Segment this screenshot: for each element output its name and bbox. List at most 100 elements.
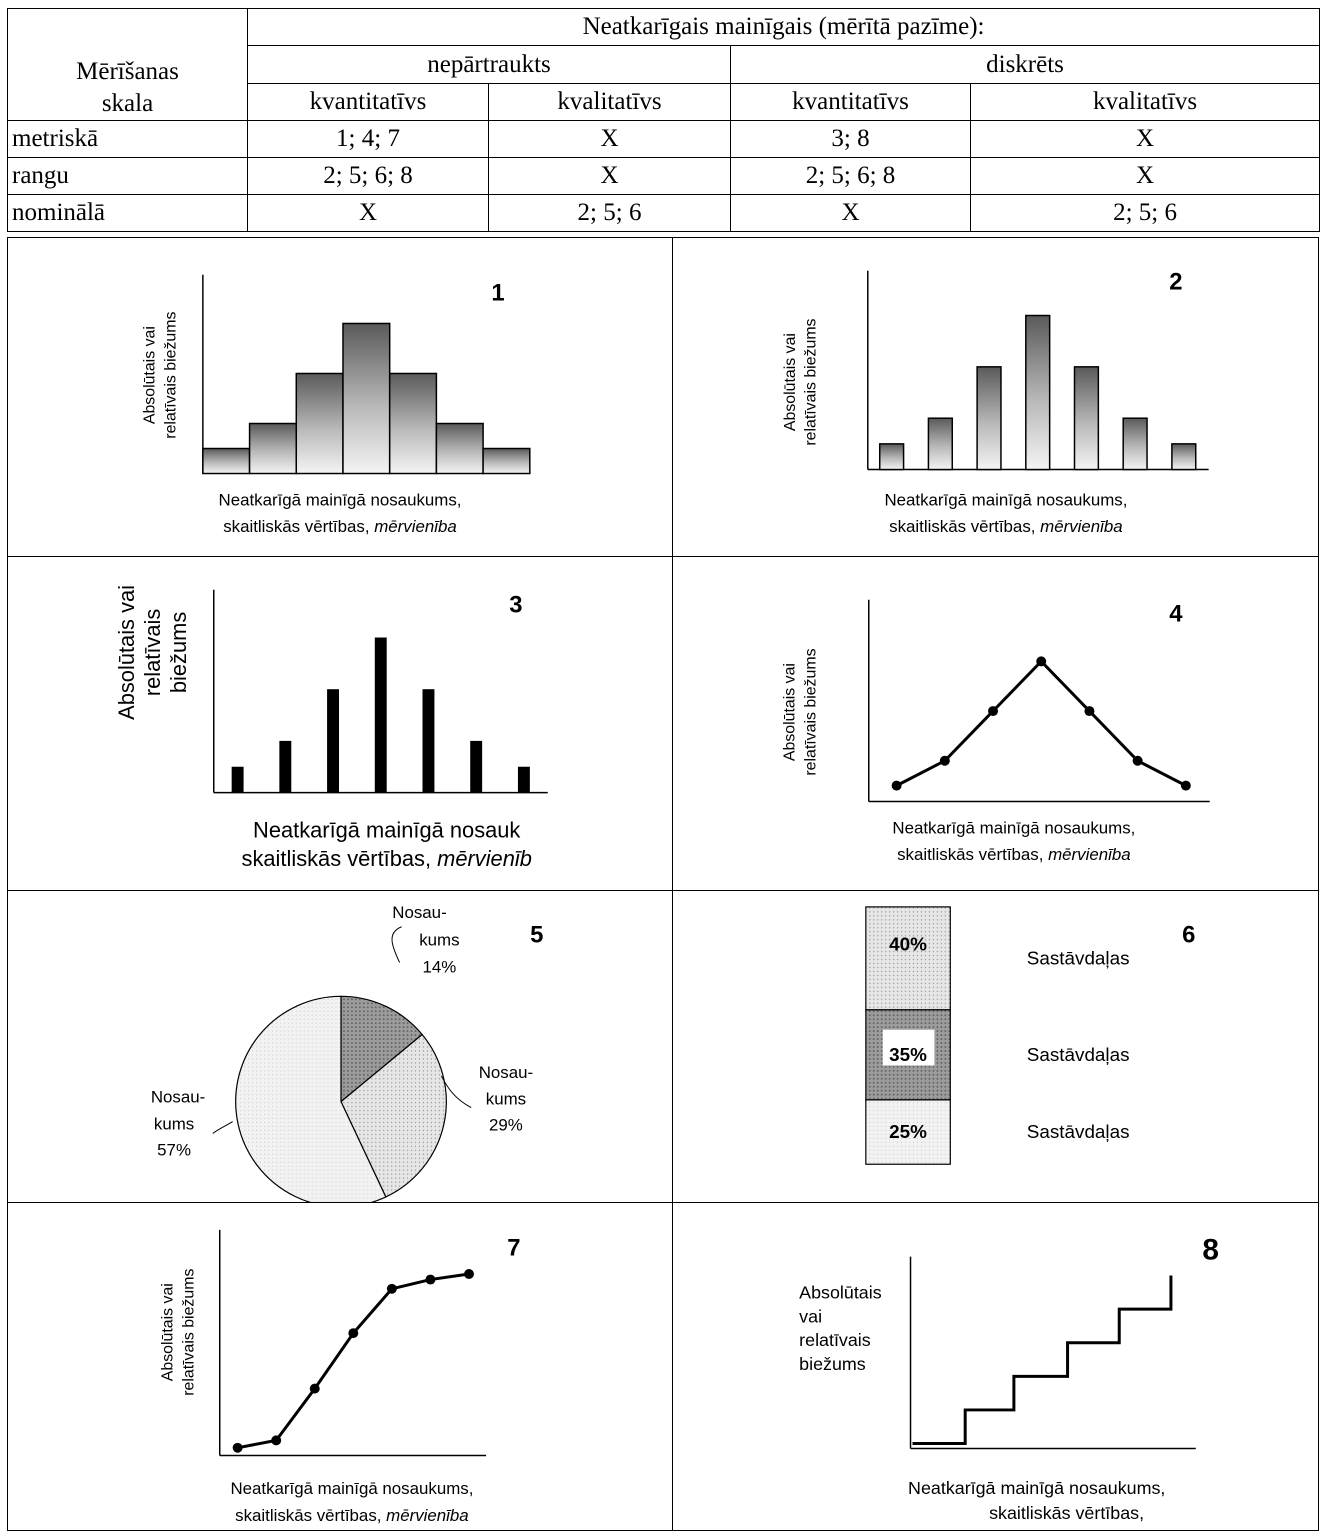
table-row: rangu 2; 5; 6; 8 X 2; 5; 6; 8 X (7, 157, 1321, 195)
sub-header: kvalitatīvs (488, 83, 731, 121)
leader-line (212, 1121, 233, 1134)
segment-value-label: 25% (889, 1121, 927, 1142)
table-cell: X (488, 157, 731, 195)
segment-legend-label: Sastāvdaļas (1027, 1044, 1130, 1065)
data-point (1036, 656, 1047, 667)
series-line (237, 1272, 470, 1450)
chart-number: 1 (491, 280, 504, 307)
bar (279, 740, 292, 793)
y-axis-label: biežums (799, 1354, 866, 1374)
data-point (464, 1269, 474, 1279)
top-header: Neatkarīgais mainīgais (mērītā pazīme): (246, 8, 1321, 46)
row-label: metriskā (7, 120, 248, 158)
y-axis-label: Absolūtais vai (782, 333, 799, 431)
chart-cell-6: 40% Sastāvdaļas 35% Sastāvdaļas 25% Sastāvdaļ… (672, 890, 1319, 1203)
table-cell: X (969, 120, 1321, 158)
stacked-segment (865, 1099, 951, 1165)
chart-number: 5 (530, 922, 543, 949)
data-point (1180, 780, 1191, 791)
chart-cell-7: Absolūtais vai relatīvais biežums 7 Neatkar… (7, 1202, 673, 1531)
y-axis-label: relatīvais biežums (180, 1269, 197, 1396)
x-axis-label: skaitliskās vērtības, mērvienība (897, 845, 1131, 864)
slice-label: 57% (157, 1140, 191, 1159)
x-axis-label: Neatkarīgā mainīgā nosaukums, (230, 1479, 473, 1498)
series-line (895, 659, 1187, 787)
data-point (386, 1283, 397, 1294)
group-header-continuous: nepārtraukts (247, 45, 731, 84)
leader-line (391, 926, 402, 963)
y-axis-label: relatīvais biežums (803, 318, 820, 445)
leader-line (440, 1075, 472, 1109)
chart-cell-2: Absolūtais vai relatīvais biežums 2 Neatkar… (672, 237, 1319, 557)
x-axis-label: skaitliskās vērtības, (989, 1503, 1144, 1523)
data-point (309, 1383, 320, 1394)
y-axis-label: Absolūtais vai (114, 585, 139, 720)
chart-number: 6 (1182, 922, 1195, 949)
slice-label: kums (486, 1090, 526, 1109)
chart-1-histogram: Absolūtais vai relatīvais biežums 1 Neatkar… (142, 274, 531, 536)
bar (374, 637, 387, 793)
bar (231, 766, 244, 793)
histogram-bar (435, 422, 484, 475)
segment-legend-label: Sastāvdaļas (1027, 1121, 1130, 1142)
slice-label: Nosau- (151, 1088, 205, 1107)
chart-number: 3 (509, 592, 522, 619)
stacked-segment (865, 906, 951, 1011)
chart-3-bars: Absolūtais vai relatīvais biežums 3 Neatkarī… (114, 585, 548, 871)
y-axis-label: relatīvais biežums (163, 311, 180, 438)
table-row: metriskā 1; 4; 7 X 3; 8 X (7, 120, 1321, 158)
histogram-bar (388, 372, 438, 475)
sub-header: kvalitatīvs (969, 83, 1321, 121)
segment-legend-label: Sastāvdaļas (1027, 947, 1130, 968)
sub-header: kvantitatīvs (730, 83, 971, 121)
histogram-bar (482, 447, 531, 475)
slice-label: 29% (489, 1115, 523, 1134)
table-cell: 2; 5; 6; 8 (247, 157, 489, 195)
chart-6-stacked-bar: 40% Sastāvdaļas 35% Sastāvdaļas 25% Sastāvdaļ… (865, 906, 1195, 1165)
data-point (348, 1328, 359, 1339)
data-point (1132, 755, 1143, 766)
table-cell: X (969, 157, 1321, 195)
y-axis-label: relatīvais (799, 1330, 871, 1350)
slice-label: Nosau- (479, 1063, 533, 1082)
bar (1171, 443, 1197, 471)
data-point (271, 1435, 282, 1446)
table-cell: 2; 5; 6 (488, 194, 731, 232)
x-axis-label: Neatkarīgā mainīgā nosaukums, (884, 490, 1127, 509)
slice-label: kums (419, 931, 459, 950)
chart-2-bars: Absolūtais vai relatīvais biežums 2 Neatkar… (782, 269, 1209, 536)
table-cell: 2; 5; 6; 8 (730, 157, 971, 195)
histogram-bar (342, 322, 391, 475)
chart-cell-4: Absolūtais vai relatīvais biežums 4 Neatkar… (672, 556, 1319, 891)
chart-cell-8: Absolūtais vai relatīvais biežums 8 Neatkarīg… (672, 1202, 1319, 1531)
histogram-bar (202, 447, 251, 475)
slice-label: 14% (422, 957, 456, 976)
chart-number: 2 (1169, 269, 1182, 296)
y-axis-label: Absolūtais vai (160, 1283, 177, 1381)
histogram-bar (248, 422, 298, 475)
segment-label-box (882, 1029, 935, 1066)
chart-grid: Absolūtais vai relatīvais biežums 1 Neatkar… (7, 237, 1319, 1531)
chart-cell-1: Absolūtais vai relatīvais biežums 1 Neatkar… (7, 237, 673, 557)
group-header-discrete: diskrēts (729, 45, 1321, 84)
bar (927, 417, 954, 471)
x-axis-label: Neatkarīgā mainīgā nosauk (253, 817, 520, 842)
x-axis-label: skaitliskās vērtības, mērvienīb (242, 846, 532, 871)
chart-5-pie: Nosau-kums 14% Nosau-kums 29% Nosau-kums 57% 5 (151, 903, 543, 1202)
y-axis-label: relatīvais biežums (803, 648, 820, 775)
chart-number: 7 (507, 1235, 520, 1262)
y-axis-label: vai (799, 1306, 822, 1326)
table-row: nominālā X 2; 5; 6 X 2; 5; 6 (7, 194, 1321, 232)
bar (517, 766, 530, 793)
step-line (912, 1275, 1173, 1446)
pie-slice (235, 995, 387, 1202)
y-axis-label: Absolūtais vai (782, 663, 799, 761)
measurement-scale-table: Mērīšanas skala Neatkarīgais mainīgais (… (7, 8, 1321, 232)
y-axis-label: Absolūtais (799, 1282, 882, 1302)
data-point (939, 755, 950, 766)
segment-value-label: 35% (889, 1044, 927, 1065)
data-point (232, 1442, 243, 1453)
row-label: nominālā (7, 194, 248, 232)
slice-label: Nosau- (392, 903, 446, 922)
chart-cell-5: Nosau-kums 14% Nosau-kums 29% Nosau-kums 57% 5 (7, 890, 673, 1203)
